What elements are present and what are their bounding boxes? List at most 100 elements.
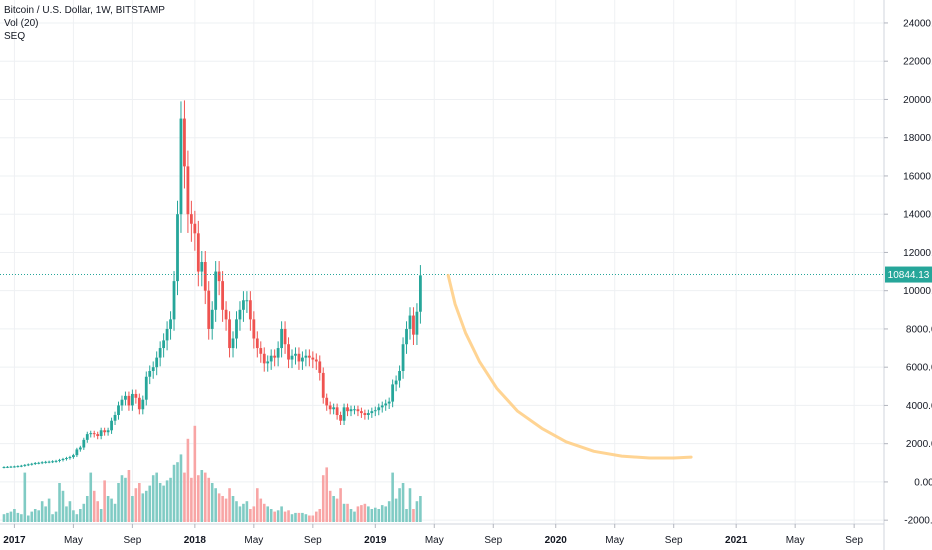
y-tick-label: 22000.00 (903, 57, 932, 68)
last-price-label: 10844.13 (888, 270, 930, 281)
volume-bar (335, 498, 339, 522)
candle-body (172, 281, 176, 320)
volume-bar (176, 462, 179, 522)
candle-body (89, 433, 93, 435)
candle-body (346, 407, 349, 412)
volume-bar (200, 470, 204, 522)
y-tick-label: -2000.00 (904, 516, 932, 527)
volume-bar (384, 506, 387, 522)
candle-body (412, 315, 415, 335)
volume-bar (16, 512, 20, 522)
volume-bar (356, 506, 360, 522)
volume-bar (419, 496, 422, 522)
candle-body (196, 233, 200, 272)
volume-bar (235, 501, 238, 522)
volume-bar (20, 514, 23, 522)
candle-body (176, 214, 179, 282)
volume-bar (287, 510, 290, 522)
candle-body (224, 309, 228, 320)
volume-bar (311, 515, 315, 522)
legend-symbol-title[interactable]: Bitcoin / U.S. Dollar, 1W, BITSTAMP (4, 5, 165, 16)
x-tick-label: Sep (123, 535, 141, 546)
volume-bar (398, 488, 401, 522)
x-tick-label: Sep (484, 535, 502, 546)
candle-body (144, 376, 148, 400)
volume-bar (113, 503, 117, 522)
volume-bar (415, 501, 419, 522)
volume-bar (280, 506, 283, 522)
candle-body (419, 275, 422, 312)
candle-body (276, 348, 280, 358)
candle-body (16, 466, 20, 468)
volume-bar (72, 510, 75, 522)
y-tick-label: 2000.00 (906, 439, 932, 450)
volume-bar (256, 488, 259, 522)
volume-bar (217, 493, 221, 522)
legend-seq[interactable]: SEQ (4, 31, 26, 42)
candle-body (47, 461, 51, 463)
candle-body (2, 467, 6, 469)
candle-body (96, 434, 100, 437)
candle-body (19, 465, 23, 467)
candle-body (124, 395, 127, 400)
volume-bar (9, 511, 13, 522)
candle-body (242, 300, 245, 310)
candle-body (408, 315, 412, 329)
candle-body (353, 409, 356, 411)
volume-bar (349, 509, 353, 522)
volume-bar (13, 509, 16, 522)
volume-bar (370, 509, 374, 522)
last-price-badge (885, 266, 932, 283)
volume-bar (332, 496, 335, 522)
candle-body (311, 357, 315, 360)
volume-bar (158, 483, 162, 522)
x-tick-label: May (244, 535, 263, 546)
candle-body (255, 338, 259, 349)
candle-body (356, 409, 360, 412)
y-tick-label: 10000.00 (903, 286, 932, 297)
volume-bar (79, 509, 82, 522)
candle-body (61, 458, 65, 460)
candle-body (141, 399, 145, 410)
candle-body (401, 344, 405, 372)
volume-bar (203, 472, 207, 522)
candle-body (106, 430, 110, 433)
candle-body (200, 262, 204, 272)
x-tick-label: May (64, 535, 83, 546)
candle-body (169, 319, 172, 329)
candle-body (363, 413, 367, 415)
candle-body (120, 399, 124, 406)
volume-bar (75, 514, 79, 522)
y-tick-label: 0.00 (914, 477, 932, 488)
x-tick-label: May (605, 535, 624, 546)
candle-body (318, 361, 322, 373)
candle-body (151, 367, 155, 372)
volume-bar (54, 511, 58, 522)
candle-body (335, 407, 339, 415)
legend-volume[interactable]: Vol (20) (4, 18, 39, 29)
candle-body (155, 357, 159, 368)
volume-bar (127, 470, 131, 522)
candle-body (297, 353, 301, 362)
volume-bar (405, 509, 408, 522)
x-tick-label: May (786, 535, 805, 546)
volume-bar (110, 498, 113, 522)
y-tick-label: 6000.00 (906, 363, 932, 374)
candle-body (75, 449, 79, 456)
volume-bar (138, 483, 141, 522)
candle-body (259, 348, 263, 354)
volume-bar (294, 512, 297, 522)
candle-body (221, 281, 225, 310)
candle-body (30, 463, 34, 465)
projection-curve (446, 273, 693, 460)
volume-bar (252, 506, 256, 522)
volume-bar (134, 488, 138, 522)
candle-body (228, 319, 231, 349)
volume-bar (124, 477, 127, 522)
volume-bar (210, 483, 214, 522)
volume-bar (242, 503, 245, 522)
volume-bar (301, 512, 304, 522)
candle-body (321, 372, 325, 398)
volume-bar (276, 510, 280, 522)
